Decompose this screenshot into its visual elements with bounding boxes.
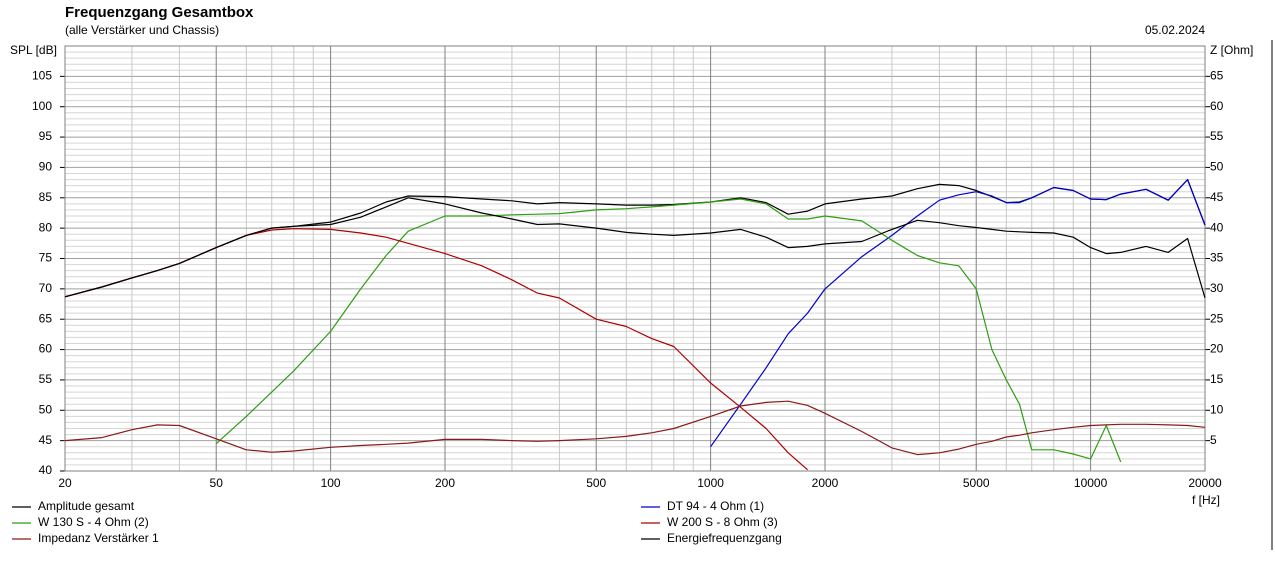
y-axis-label: SPL [dB] xyxy=(10,43,57,57)
y2-tick-label: 30 xyxy=(1210,281,1224,295)
series-line xyxy=(64,197,1206,299)
y-tick-label: 40 xyxy=(39,463,53,477)
legend-label: Impedanz Verstärker 1 xyxy=(38,531,159,545)
y2-tick-label: 40 xyxy=(1210,220,1224,234)
y-tick-label: 65 xyxy=(39,311,53,325)
legend-label: W 200 S - 8 Ohm (3) xyxy=(667,515,778,529)
y2-tick-label: 45 xyxy=(1210,190,1224,204)
y2-tick-label: 60 xyxy=(1210,99,1224,113)
y-tick-label: 70 xyxy=(39,281,53,295)
x-tick-label: 500 xyxy=(586,476,606,490)
y-tick-label: 100 xyxy=(32,99,52,113)
y2-tick-label: 10 xyxy=(1210,402,1224,416)
y2-tick-label: 25 xyxy=(1210,311,1224,325)
y-tick-label: 105 xyxy=(32,69,52,83)
y-tick-label: 95 xyxy=(39,129,53,143)
y2-tick-label: 5 xyxy=(1210,433,1217,447)
y-tick-label: 45 xyxy=(39,433,53,447)
y-tick-label: 80 xyxy=(39,220,53,234)
y2-tick-label: 35 xyxy=(1210,251,1224,265)
chart-title: Frequenzgang Gesamtbox xyxy=(65,4,254,21)
y-tick-label: 50 xyxy=(39,402,53,416)
series-line xyxy=(215,198,1122,463)
x-tick-label: 5000 xyxy=(963,476,990,490)
x-tick-label: 1000 xyxy=(697,476,724,490)
legend-label: Energiefrequenzgang xyxy=(667,531,782,545)
y-tick-label: 60 xyxy=(39,342,53,356)
x-tick-label: 50 xyxy=(210,476,224,490)
y-tick-label: 75 xyxy=(39,251,53,265)
chart-subtitle: (alle Verstärker und Chassis) xyxy=(65,23,219,37)
y2-tick-label: 15 xyxy=(1210,372,1224,386)
chart-date: 05.02.2024 xyxy=(1145,23,1205,37)
series-line xyxy=(64,400,1206,456)
legend-label: Amplitude gesamt xyxy=(38,499,135,513)
y-tick-label: 55 xyxy=(39,372,53,386)
y2-tick-label: 50 xyxy=(1210,160,1224,174)
series-line xyxy=(710,179,1206,448)
x-tick-label: 2000 xyxy=(812,476,839,490)
x-tick-label: 100 xyxy=(321,476,341,490)
x-tick-label: 20000 xyxy=(1188,476,1222,490)
legend-label: W 130 S - 4 Ohm (2) xyxy=(38,515,149,529)
y-tick-label: 90 xyxy=(39,160,53,174)
y2-tick-label: 20 xyxy=(1210,342,1224,356)
y2-axis-label: Z [Ohm] xyxy=(1210,43,1253,57)
y2-tick-label: 65 xyxy=(1210,69,1224,83)
legend-label: DT 94 - 4 Ohm (1) xyxy=(667,499,764,513)
y-tick-label: 85 xyxy=(39,190,53,204)
y2-tick-label: 55 xyxy=(1210,129,1224,143)
x-tick-label: 20 xyxy=(58,476,72,490)
x-tick-label: 10000 xyxy=(1074,476,1108,490)
x-axis-label: f [Hz] xyxy=(1192,493,1220,507)
x-tick-label: 200 xyxy=(435,476,455,490)
plot-frame xyxy=(64,45,1206,472)
